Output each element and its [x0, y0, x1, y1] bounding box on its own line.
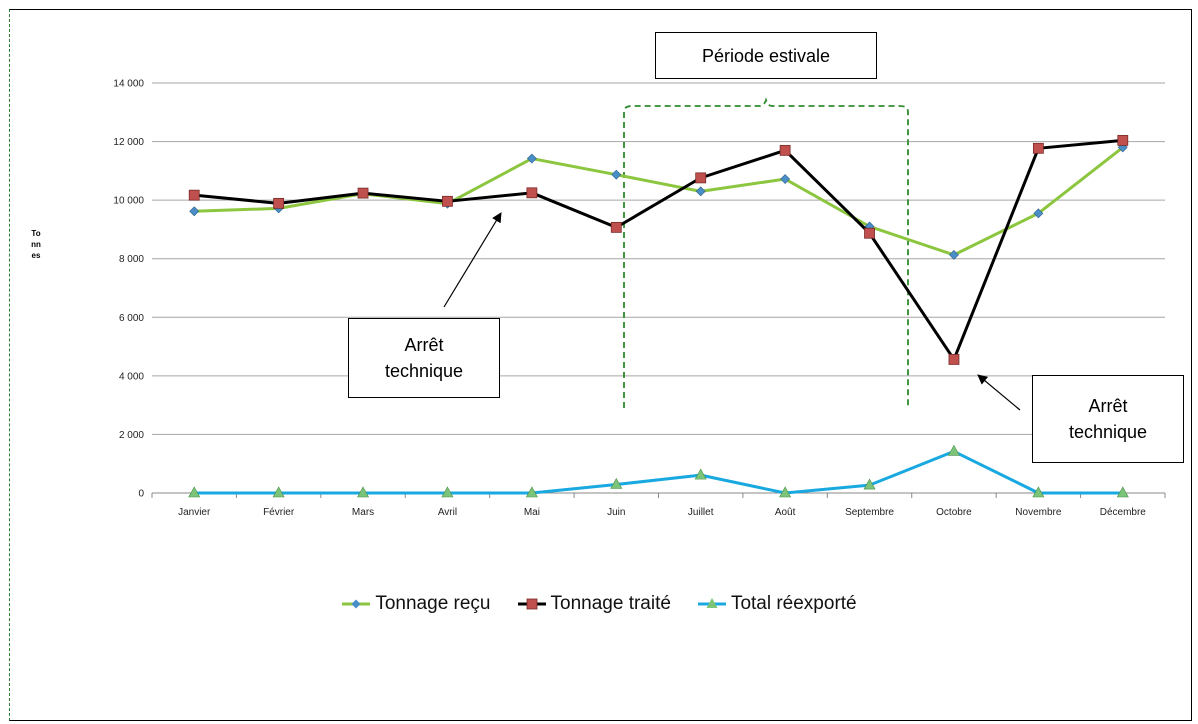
- series-line-1: [194, 138, 1123, 361]
- data-point: [610, 221, 622, 233]
- arrow-arret-2: [977, 374, 1021, 411]
- arret-technique-box-2: Arrêt technique: [1032, 375, 1184, 463]
- x-tick-label: Décembre: [1100, 507, 1147, 518]
- period-bracket: [623, 97, 909, 408]
- data-point: [188, 486, 201, 498]
- data-point: [441, 486, 454, 498]
- data-point: [273, 197, 285, 209]
- y-tick-label: 2 000: [119, 430, 144, 441]
- data-point: [611, 169, 622, 180]
- data-point: [525, 486, 538, 498]
- legend-swatch: [697, 598, 726, 608]
- data-point: [864, 227, 875, 239]
- legend-swatch: [517, 598, 546, 610]
- x-tick-label: Juillet: [688, 507, 714, 518]
- y-tick-label: 8 000: [119, 254, 144, 265]
- data-point: [442, 195, 453, 207]
- x-tick-label: Novembre: [1015, 507, 1062, 518]
- x-tick-label: Janvier: [178, 507, 211, 518]
- y-tick-labels: 0 2 000 4 000 6 000 8 000 10 000 12 000 14 000: [113, 79, 144, 500]
- summer-period-bracket: [623, 97, 909, 408]
- data-point: [780, 174, 791, 184]
- arret-technique-box-1: Arrêt technique: [348, 318, 500, 398]
- series-lines: [188, 134, 1129, 498]
- y-tick-label: 10 000: [113, 196, 144, 207]
- series-line-2: [194, 449, 1123, 495]
- data-point: [357, 187, 369, 199]
- data-point: [189, 206, 200, 217]
- data-point: [948, 354, 960, 365]
- x-tick-labels: Janvier Février Mars Avril Mai Juin Juillet Aoû…: [151, 493, 1166, 518]
- x-tick-label: Février: [263, 507, 295, 518]
- legend-item-2: Total réexporté: [697, 593, 857, 615]
- data-point: [695, 172, 707, 184]
- data-point: [526, 153, 537, 164]
- data-point: [695, 186, 706, 197]
- arret-technique-label-1: Arrêt technique: [384, 335, 464, 381]
- data-point: [1032, 486, 1045, 498]
- data-point: [526, 187, 538, 199]
- y-axis-label: Tonnes: [31, 229, 41, 260]
- data-point: [1033, 208, 1044, 219]
- x-tick-label: Avril: [438, 507, 457, 518]
- data-point: [694, 468, 707, 480]
- y-tick-label: 12 000: [113, 137, 144, 148]
- period-label-box: Période estivale: [655, 32, 877, 79]
- y-tick-label: 4 000: [119, 371, 144, 382]
- x-tick-label: Septembre: [845, 507, 894, 518]
- data-point: [1117, 134, 1129, 146]
- x-tick-label: Mai: [524, 507, 540, 518]
- y-tick-label: 6 000: [119, 313, 144, 324]
- data-point: [272, 486, 285, 498]
- data-point: [1116, 486, 1129, 498]
- x-tick-label: Juin: [607, 507, 625, 518]
- gridlines: [152, 82, 1165, 494]
- y-tick-label: 0: [138, 489, 144, 500]
- x-tick-label: Mars: [352, 507, 374, 518]
- legend-label: Tonnage reçu: [375, 593, 491, 614]
- annotation-arrows: [443, 212, 1021, 411]
- data-point: [188, 189, 200, 201]
- legend-label: Tonnage traité: [550, 593, 671, 614]
- x-tick-label: Août: [775, 507, 796, 518]
- arrow-arret-1: [443, 212, 502, 308]
- data-point: [779, 486, 792, 498]
- data-point: [863, 478, 876, 490]
- data-point: [1032, 142, 1044, 154]
- data-point: [610, 477, 623, 489]
- data-point: [357, 486, 370, 498]
- y-tick-label: 14 000: [113, 79, 144, 90]
- period-label: Période estivale: [701, 45, 831, 66]
- legend: Tonnage reçu Tonnage traité Total réexport…: [0, 593, 1198, 615]
- legend-label: Total réexporté: [730, 593, 857, 614]
- data-point: [779, 144, 791, 156]
- legend-swatch: [342, 599, 371, 609]
- x-tick-label: Octobre: [936, 507, 972, 518]
- arret-technique-label-2: Arrêt technique: [1068, 396, 1148, 442]
- legend-item-0: Tonnage reçu: [341, 593, 491, 615]
- data-point: [949, 249, 959, 260]
- chart-frame: [9, 9, 1192, 721]
- data-point: [947, 444, 960, 456]
- legend-item-1: Tonnage traité: [517, 593, 671, 615]
